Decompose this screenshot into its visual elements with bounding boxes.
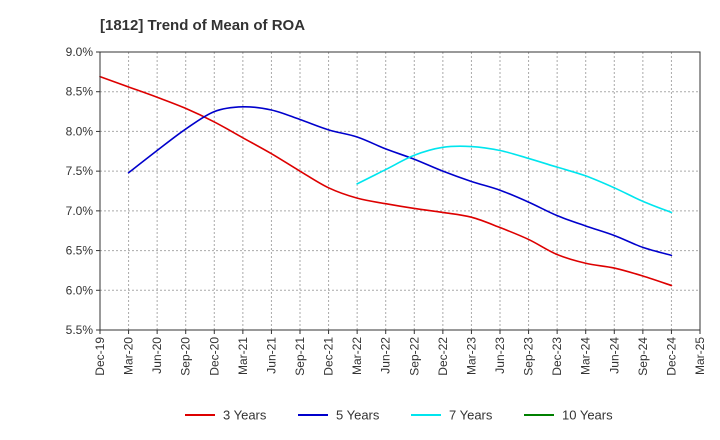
x-tick-label: Jun-20 [150, 337, 164, 374]
x-tick-label: Sep-23 [522, 337, 536, 376]
x-tick-label: Mar-24 [579, 337, 593, 375]
x-tick-label: Sep-21 [293, 337, 307, 376]
y-tick-label: 5.5% [66, 323, 94, 337]
x-tick-label: Mar-20 [122, 337, 136, 375]
legend-label-3-years: 3 Years [223, 408, 267, 423]
x-tick-label: Mar-22 [350, 337, 364, 375]
x-tick-label: Jun-23 [493, 337, 507, 374]
y-tick-label: 8.5% [66, 85, 94, 99]
x-tick-label: Mar-25 [693, 337, 707, 375]
x-tick-label: Dec-24 [664, 337, 678, 376]
series-line-3-years [99, 75, 673, 287]
legend: 3 Years 5 Years 7 Years 10 Years [185, 408, 613, 423]
x-tick-label: Sep-22 [407, 337, 421, 376]
legend-label-7-years: 7 Years [449, 408, 493, 423]
x-tick-label: Sep-24 [636, 337, 650, 376]
x-tick-label: Jun-21 [264, 337, 278, 374]
series-line-5-years [127, 105, 673, 257]
x-tick-label: Dec-21 [322, 337, 336, 376]
y-tick-label: 9.0% [66, 45, 94, 59]
grid [100, 52, 700, 330]
x-tick-label: Dec-23 [550, 337, 564, 376]
plot-area-frame [99, 51, 701, 331]
x-tick-label: Dec-19 [93, 337, 107, 376]
y-tick-label: 6.5% [66, 244, 94, 258]
series-line-7-years [356, 145, 673, 214]
x-tick-label: Mar-21 [236, 337, 250, 375]
y-tick-label: 6.0% [66, 283, 94, 297]
x-tick-label: Jun-24 [607, 337, 621, 374]
series-lines [99, 75, 673, 287]
chart-title: [1812] Trend of Mean of ROA [100, 17, 305, 34]
legend-label-10-years: 10 Years [562, 408, 613, 423]
y-tick-label: 7.0% [66, 204, 94, 218]
x-tick-label: Dec-22 [436, 337, 450, 376]
x-tick-label: Dec-20 [207, 337, 221, 376]
y-tick-label: 8.0% [66, 124, 94, 138]
x-tick-label: Jun-22 [379, 337, 393, 374]
y-tick-label: 7.5% [66, 164, 94, 178]
y-axis-ticks: 5.5% 6.0% 6.5% 7.0% 7.5% 8.0% 8.5% 9.0% [66, 45, 100, 337]
x-tick-label: Mar-23 [464, 337, 478, 375]
x-axis-ticks: Dec-19 Mar-20 Jun-20 Sep-20 Dec-20 Mar-21 Jun-… [93, 330, 707, 376]
legend-label-5-years: 5 Years [336, 408, 380, 423]
x-tick-label: Sep-20 [179, 337, 193, 376]
